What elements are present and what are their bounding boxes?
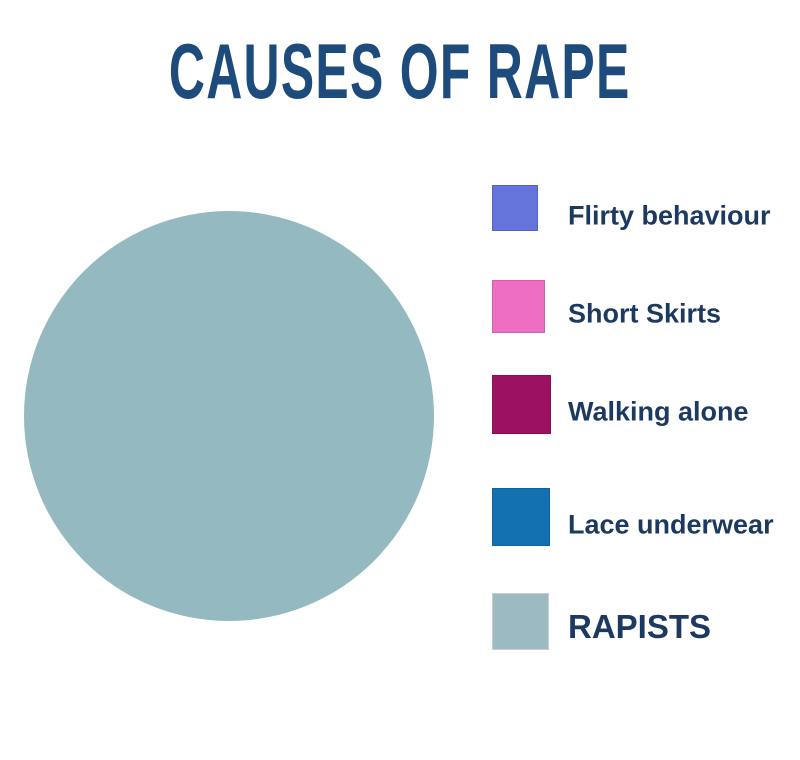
title-container: CAUSES OF RAPE	[0, 32, 800, 110]
legend-label: Lace underwear	[568, 509, 774, 540]
legend-swatch	[492, 375, 551, 434]
pie-chart-circle	[24, 211, 434, 621]
legend-label: Short Skirts	[568, 298, 722, 328]
legend-label: Walking alone	[568, 396, 749, 426]
legend-label: RAPISTS	[568, 607, 712, 645]
legend-swatch	[492, 593, 549, 650]
legend-swatch	[492, 488, 550, 546]
legend-label: Flirty behaviour	[568, 200, 771, 230]
chart-title: CAUSES OF RAPE	[169, 27, 631, 115]
legend-swatch	[492, 280, 545, 333]
legend-swatch	[492, 185, 538, 231]
